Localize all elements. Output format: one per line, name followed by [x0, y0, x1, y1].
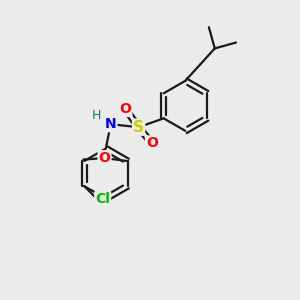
Text: S: S: [133, 120, 144, 135]
Text: Cl: Cl: [95, 192, 110, 206]
Text: O: O: [119, 102, 131, 116]
Text: H: H: [92, 109, 101, 122]
Text: O: O: [99, 151, 110, 165]
Text: O: O: [146, 136, 158, 150]
Text: N: N: [105, 117, 116, 131]
